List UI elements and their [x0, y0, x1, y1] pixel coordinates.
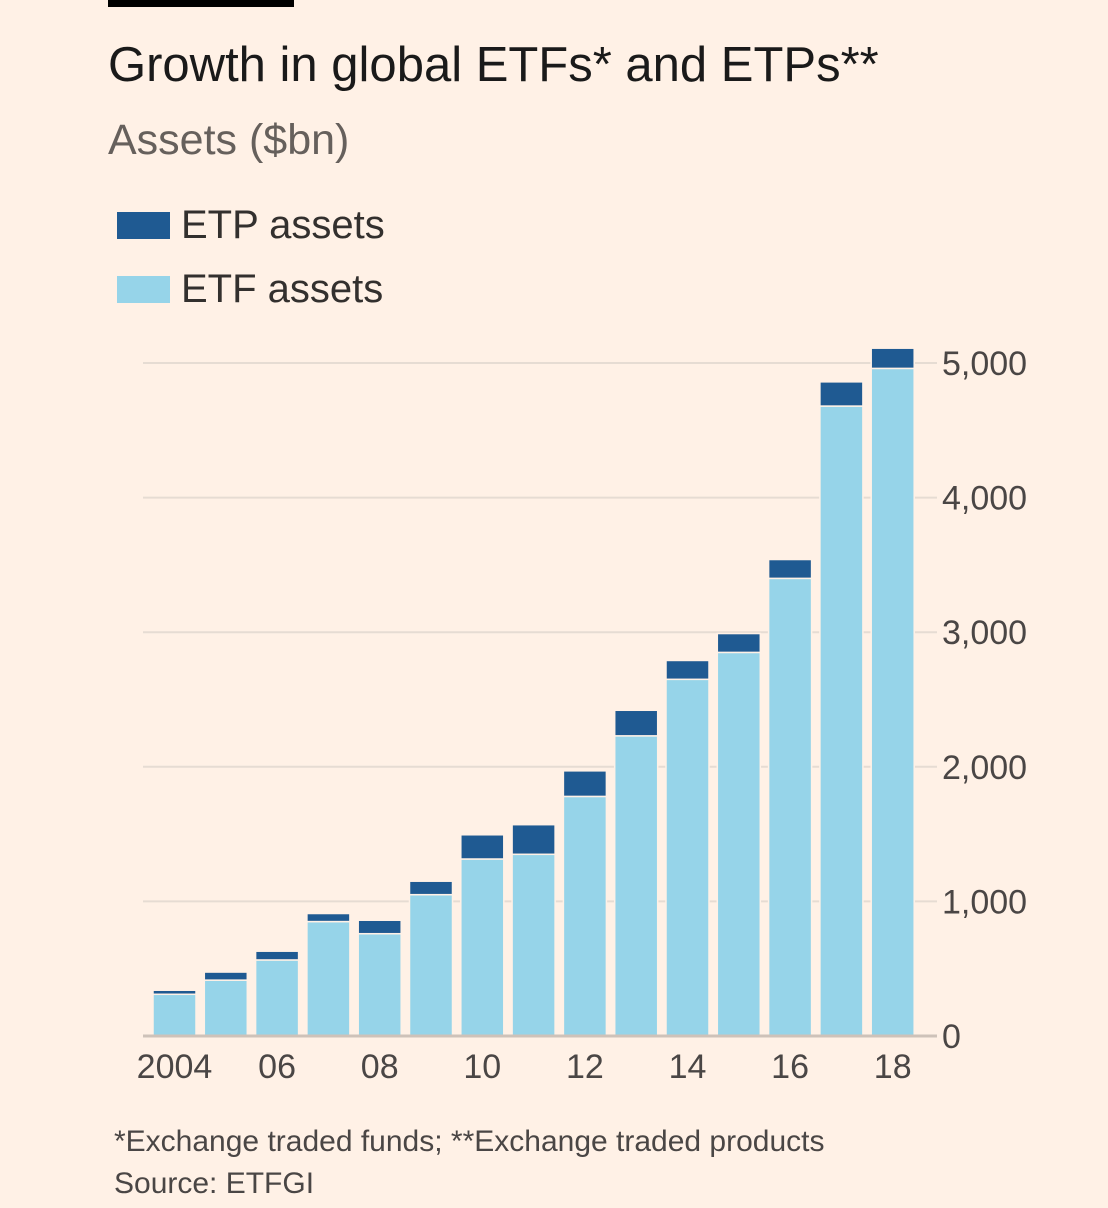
- y-tick-label-2000: 2,000: [942, 749, 1027, 787]
- legend-label-etp: ETP assets: [181, 203, 385, 247]
- bar-etf-2009: [408, 893, 454, 1037]
- bar-etf-2017: [819, 405, 864, 1037]
- y-tick-label-4000: 4,000: [942, 480, 1027, 518]
- bar-etp-2012: [562, 770, 608, 798]
- x-tick-label-2014: 14: [669, 1048, 707, 1086]
- header-rule: [108, 0, 294, 7]
- bar-etf-2016: [767, 577, 813, 1037]
- bar-etf-2014: [665, 678, 710, 1037]
- chart-title: Growth in global ETFs* and ETPs**: [108, 38, 879, 92]
- y-tick-label-3000: 3,000: [942, 614, 1027, 652]
- bar-etf-2007: [306, 920, 351, 1037]
- bar-etf-2010: [460, 858, 505, 1037]
- y-tick-label-1000: 1,000: [942, 883, 1027, 921]
- bar-etp-2004: [152, 989, 197, 996]
- x-tick-label-2004: 2004: [137, 1048, 213, 1086]
- bar-etf-2006: [254, 959, 300, 1037]
- bar-etp-2009: [408, 880, 454, 896]
- y-tick-label-5000: 5,000: [942, 345, 1027, 383]
- bar-etf-2008: [357, 932, 402, 1037]
- bar-etp-2016: [767, 558, 813, 580]
- x-tick-label-2008: 08: [361, 1048, 399, 1086]
- bar-etf-2013: [613, 735, 659, 1037]
- legend-label-etf: ETF assets: [181, 267, 384, 311]
- bar-etp-2015: [716, 632, 762, 654]
- bar-etp-2006: [254, 950, 300, 961]
- x-tick-label-2016: 16: [771, 1048, 809, 1086]
- legend-swatch-etf: [117, 276, 170, 303]
- bar-etp-2017: [819, 381, 864, 407]
- bar-etp-2014: [665, 659, 710, 681]
- bar-etf-2004: [152, 993, 197, 1037]
- bar-etf-2012: [562, 795, 608, 1037]
- chart-subtitle: Assets ($bn): [108, 116, 350, 164]
- bar-etf-2005: [203, 979, 249, 1037]
- bar-etp-2005: [203, 971, 249, 981]
- x-tick-label-2012: 12: [566, 1048, 604, 1086]
- x-tick-label-2010: 10: [463, 1048, 501, 1086]
- bar-etf-2015: [716, 651, 762, 1037]
- bar-etp-2018: [870, 347, 915, 370]
- x-tick-label-2006: 06: [258, 1048, 296, 1086]
- bar-etp-2007: [306, 912, 351, 923]
- x-tick-label-2018: 18: [874, 1048, 912, 1086]
- bar-etf-2018: [870, 367, 915, 1037]
- source-note: Source: ETFGI: [114, 1167, 315, 1200]
- footnote: *Exchange traded funds; **Exchange trade…: [114, 1125, 825, 1158]
- legend-swatch-etp: [117, 212, 170, 239]
- bar-etp-2013: [613, 709, 659, 737]
- bar-etp-2010: [460, 834, 505, 860]
- bar-etf-2011: [511, 853, 556, 1037]
- y-tick-label-0: 0: [942, 1018, 961, 1056]
- bar-etp-2011: [511, 823, 556, 856]
- bar-etp-2008: [357, 919, 402, 935]
- bar-chart: 0 1,000 2,000 3,000 4,000 5,000 2004 06 08 10 12 14…: [137, 345, 1027, 1086]
